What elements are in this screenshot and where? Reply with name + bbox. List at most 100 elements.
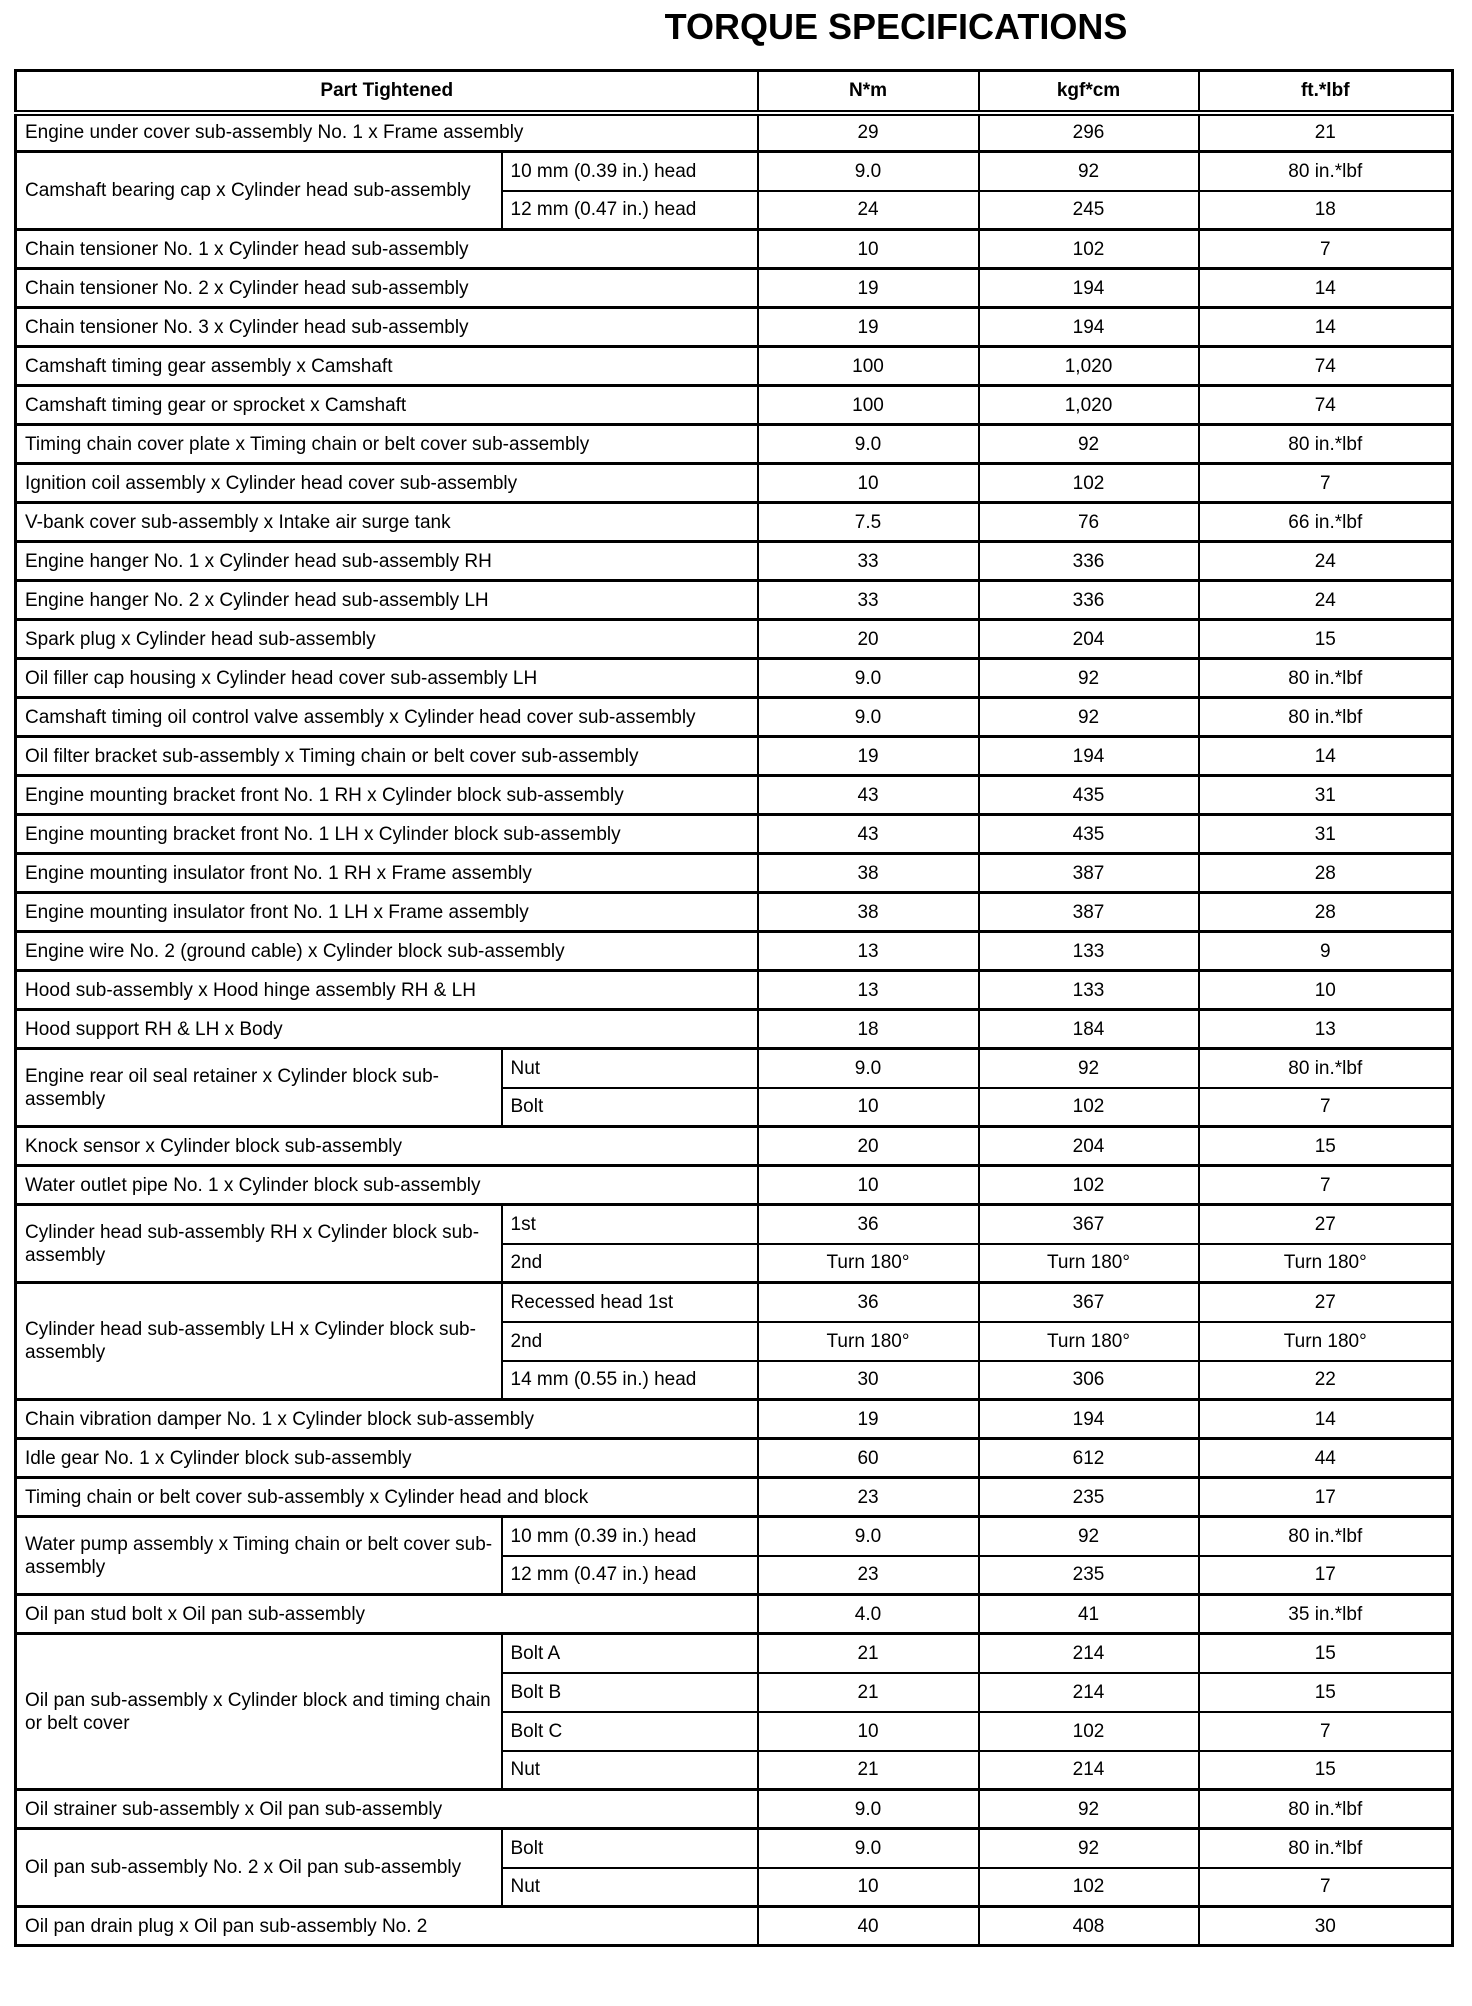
table-row: Oil strainer sub-assembly x Oil pan sub-… [14,1788,1454,1830]
nm-cell: 18 [756,1008,980,1050]
table-row: Bolt B 21 214 15 [16,1671,1454,1713]
ftlbf-cell: 74 [1197,345,1454,387]
table-row: Bolt 10 102 7 [16,1086,1454,1128]
ftlbf-cell: 15 [1197,1671,1454,1713]
ftlbf-cell: 80 in.*lbf [1197,1788,1454,1830]
part-tightened-cell: Idle gear No. 1 x Cylinder block sub-ass… [14,1437,759,1479]
kgfcm-cell: 133 [977,969,1200,1011]
ftlbf-cell: 28 [1197,852,1454,894]
nm-cell: 9.0 [756,1827,980,1869]
nm-cell: 10 [756,1866,980,1908]
ftlbf-cell: 7 [1197,1164,1454,1206]
table-row: Camshaft timing oil control valve assemb… [14,696,1454,738]
nm-cell: 19 [756,1398,980,1440]
nm-cell: 23 [756,1476,980,1518]
part-tightened-cell: Oil filter bracket sub-assembly x Timing… [14,735,759,777]
ftlbf-cell: 18 [1197,189,1454,231]
nm-cell: 24 [756,189,980,231]
part-variant-cell: 12 mm (0.47 in.) head [500,1554,759,1596]
ftlbf-cell: 35 in.*lbf [1197,1593,1454,1635]
table-row: Camshaft bearing cap x Cylinder head sub… [14,150,1454,231]
part-variant-cell: 2nd [500,1320,759,1362]
document-page: TORQUE SPECIFICATIONS Part Tightened N*m… [0,6,1472,1947]
kgfcm-cell: 235 [977,1554,1200,1596]
part-tightened-cell: Camshaft bearing cap x Cylinder head sub… [14,150,503,231]
part-tightened-cell: Timing chain cover plate x Timing chain … [14,423,759,465]
kgfcm-cell: 306 [977,1359,1200,1401]
part-tightened-cell: Camshaft timing oil control valve assemb… [14,696,759,738]
table-row: Engine under cover sub-assembly No. 1 x … [14,111,1454,153]
table-row: Water outlet pipe No. 1 x Cylinder block… [14,1164,1454,1206]
table-row: Engine mounting bracket front No. 1 RH x… [14,774,1454,816]
table-row: Oil pan stud bolt x Oil pan sub-assembly… [14,1593,1454,1635]
part-tightened-cell: Engine hanger No. 1 x Cylinder head sub-… [14,540,759,582]
table-row: Bolt C 10 102 7 [16,1710,1454,1752]
kgfcm-cell: 92 [977,1515,1200,1557]
table-row: Knock sensor x Cylinder block sub-assemb… [14,1125,1454,1167]
nm-cell: 23 [756,1554,980,1596]
kgfcm-cell: 235 [977,1476,1200,1518]
nm-cell: 43 [756,774,980,816]
part-variant-cell: 14 mm (0.55 in.) head [500,1359,759,1401]
part-variant-cell: 2nd [500,1242,759,1284]
part-tightened-cell: Oil strainer sub-assembly x Oil pan sub-… [14,1788,759,1830]
table-row: Chain tensioner No. 1 x Cylinder head su… [14,228,1454,270]
torque-spec-table: Part Tightened N*m kgf*cm ft.*lbf Engine… [14,69,1455,1947]
ftlbf-cell: 66 in.*lbf [1197,501,1454,543]
nm-cell: 7.5 [756,501,980,543]
col-header-part-tightened: Part Tightened [14,69,759,116]
kgfcm-cell: 214 [977,1671,1200,1713]
kgfcm-cell: 367 [977,1203,1200,1245]
table-row: Timing chain cover plate x Timing chain … [14,423,1454,465]
ftlbf-cell: 30 [1197,1905,1454,1947]
table-row: Chain vibration damper No. 1 x Cylinder … [14,1398,1454,1440]
header-row: Part Tightened N*m kgf*cm ft.*lbf [14,69,1454,116]
table-row: Engine wire No. 2 (ground cable) x Cylin… [14,930,1454,972]
kgfcm-cell: 102 [977,1710,1200,1752]
kgfcm-cell: Turn 180° [977,1242,1200,1284]
table-row: V-bank cover sub-assembly x Intake air s… [14,501,1454,543]
table-row: 12 mm (0.47 in.) head 23 235 17 [16,1554,1454,1596]
ftlbf-cell: 44 [1197,1437,1454,1479]
nm-cell: 20 [756,1125,980,1167]
nm-cell: 21 [756,1749,980,1791]
ftlbf-cell: 17 [1197,1554,1454,1596]
part-tightened-cell: Engine hanger No. 2 x Cylinder head sub-… [14,579,759,621]
kgfcm-cell: 92 [977,1047,1200,1089]
nm-cell: 40 [756,1905,980,1947]
table-row: Engine rear oil seal retainer x Cylinder… [14,1047,1454,1128]
kgfcm-cell: 435 [977,813,1200,855]
nm-cell: 10 [756,1086,980,1128]
table-row: Idle gear No. 1 x Cylinder block sub-ass… [14,1437,1454,1479]
kgfcm-cell: 194 [977,306,1200,348]
table-row: Cylinder head sub-assembly LH x Cylinder… [14,1281,1454,1401]
col-header-ftlbf: ft.*lbf [1197,69,1454,116]
ftlbf-cell: 27 [1197,1281,1454,1323]
nm-cell: 29 [756,111,980,153]
nm-cell: 100 [756,345,980,387]
nm-cell: 10 [756,1164,980,1206]
ftlbf-cell: 28 [1197,891,1454,933]
part-variant-cell: Bolt A [500,1632,759,1674]
table-row: Hood support RH & LH x Body 18 184 13 [14,1008,1454,1050]
ftlbf-cell: 7 [1197,228,1454,270]
table-row: 12 mm (0.47 in.) head 24 245 18 [16,189,1454,231]
part-variant-cell: Bolt C [500,1710,759,1752]
kgfcm-cell: 194 [977,1398,1200,1440]
part-variant-cell: Nut [500,1047,759,1089]
nm-cell: 30 [756,1359,980,1401]
part-variant-cell: Nut [500,1866,759,1908]
part-tightened-cell: Chain vibration damper No. 1 x Cylinder … [14,1398,759,1440]
kgfcm-cell: 102 [977,1164,1200,1206]
part-variant-cell: Recessed head 1st [500,1281,759,1323]
kgfcm-cell: 214 [977,1749,1200,1791]
nm-cell: Turn 180° [756,1320,980,1362]
kgfcm-cell: Turn 180° [977,1320,1200,1362]
table-row: Chain tensioner No. 2 x Cylinder head su… [14,267,1454,309]
kgfcm-cell: 1,020 [977,345,1200,387]
ftlbf-cell: 80 in.*lbf [1197,423,1454,465]
nm-cell: 36 [756,1203,980,1245]
nm-cell: 9.0 [756,423,980,465]
kgfcm-cell: 214 [977,1632,1200,1674]
part-tightened-cell: Spark plug x Cylinder head sub-assembly [14,618,759,660]
